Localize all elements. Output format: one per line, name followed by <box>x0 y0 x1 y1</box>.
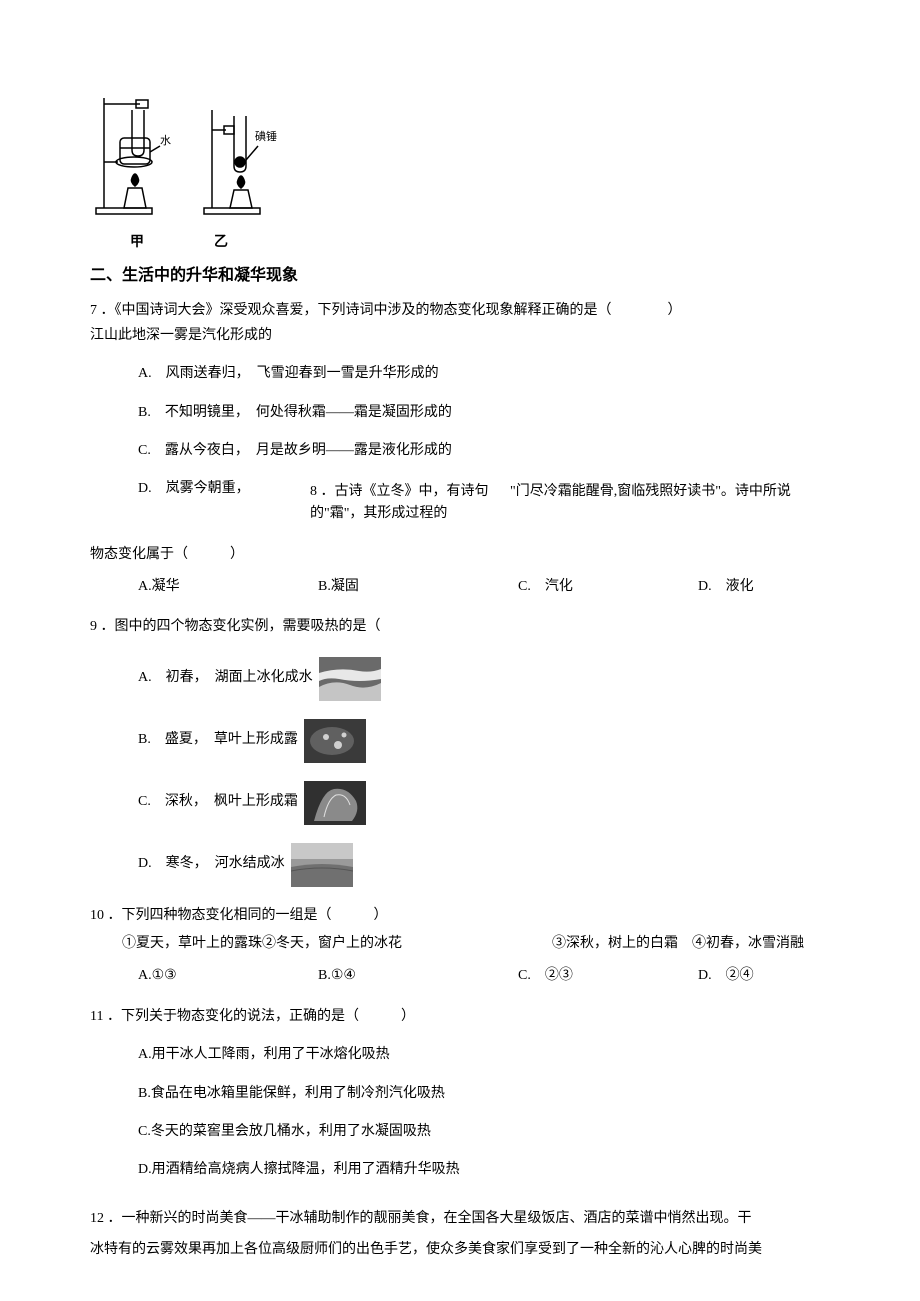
q7-stem-2: 江山此地深一雾是汽化形成的 <box>90 325 830 347</box>
q11-option-a: A.用干冰人工降雨，利用了干冰熔化吸热 <box>138 1044 830 1066</box>
iodine-label: 碘锤 <box>255 129 277 143</box>
thumb-frost <box>304 781 366 825</box>
question-8-interleave: D. 岚雾今朝重， 8 ．古诗《立冬》中，有诗句 "门尽冷霜能醒骨,窗临残照好读… <box>90 478 830 525</box>
q11-option-d: D.用酒精给高烧病人擦拭降温，利用了酒精升华吸热 <box>138 1159 830 1181</box>
q7-option-c: C. 露从今夜白， 月是故乡明——露是液化形成的 <box>138 440 830 462</box>
q8-option-a: A.凝华 <box>138 576 318 598</box>
q10-item-1-2: ①夏天，草叶上的露珠②冬天，窗户上的冰花 <box>122 933 402 955</box>
question-9: 9 ．图中的四个物态变化实例，需要吸热的是（ A. 初春， 湖面上冰化成水 B.… <box>90 616 830 886</box>
question-8: 物态变化属于（ ） A.凝华 B.凝固 C. 汽化 D. 液化 <box>90 544 830 599</box>
thumb-river-ice <box>291 843 353 887</box>
question-10: 10 ．下列四种物态变化相同的一组是（ ） ①夏天，草叶上的露珠②冬天，窗户上的… <box>90 905 830 988</box>
figure-label-left: 甲 <box>130 232 144 254</box>
section-heading: 二、生活中的升华和凝华现象 <box>90 263 830 289</box>
q9-option-a-text: A. 初春， 湖面上冰化成水 <box>138 667 313 689</box>
q8-optsline: 物态变化属于（ ） <box>90 544 830 566</box>
q8-stem-a: 8 ．古诗《立冬》中，有诗句 <box>310 481 510 503</box>
q10-option-a: A.①③ <box>138 965 318 987</box>
thumb-ice-melting <box>319 657 381 701</box>
q9-option-c-text: C. 深秋， 枫叶上形成霜 <box>138 791 298 813</box>
question-11: 11 ．下列关于物态变化的说法，正确的是（ ） A.用干冰人工降雨，利用了干冰熔… <box>90 1006 830 1182</box>
q9-option-b: B. 盛夏， 草叶上形成露 <box>138 719 830 763</box>
q10-option-c: C. ②③ <box>518 965 698 987</box>
q10-option-b: B.①④ <box>318 965 518 987</box>
q7-stem-1: 7 ．《中国诗词大会》深受观众喜爱，下列诗词中涉及的物态变化现象解释正确的是（ … <box>90 300 830 322</box>
water-label: 水 <box>160 134 171 147</box>
question-7: 7 ．《中国诗词大会》深受观众喜爱，下列诗词中涉及的物态变化现象解释正确的是（ … <box>90 300 830 525</box>
q10-item-4: ④初春，冰雪消融 <box>692 933 804 955</box>
q10-item-3: ③深秋，树上的白霜 <box>552 933 692 955</box>
q8-option-b: B.凝固 <box>318 576 518 598</box>
q12-line-1: 12 ．一种新兴的时尚美食——干冰辅助制作的靓丽美食，在全国各大星级饭店、酒店的… <box>90 1204 830 1235</box>
q9-option-c: C. 深秋， 枫叶上形成霜 <box>138 781 830 825</box>
q9-option-d-text: D. 寒冬， 河水结成冰 <box>138 853 285 875</box>
apparatus-diagram: 水 碘锤 <box>90 90 285 220</box>
thumb-dew <box>304 719 366 763</box>
q9-option-d: D. 寒冬， 河水结成冰 <box>138 843 830 887</box>
q12-line-2: 冰特有的云雾效果再加上各位高级厨师们的出色手艺，使众多美食家们享受到了一种全新的… <box>90 1235 830 1266</box>
q9-stem: 9 ．图中的四个物态变化实例，需要吸热的是（ <box>90 616 830 638</box>
q9-option-a: A. 初春， 湖面上冰化成水 <box>138 657 830 701</box>
q11-stem: 11 ．下列关于物态变化的说法，正确的是（ ） <box>90 1006 830 1028</box>
q9-option-b-text: B. 盛夏， 草叶上形成露 <box>138 729 298 751</box>
q8-stem-c: 的"霜"，其形成过程的 <box>310 503 830 525</box>
question-12: 12 ．一种新兴的时尚美食——干冰辅助制作的靓丽美食，在全国各大星级饭店、酒店的… <box>90 1204 830 1266</box>
q10-stem: 10 ．下列四种物态变化相同的一组是（ ） <box>90 905 830 927</box>
q11-option-b: B.食品在电冰箱里能保鲜，利用了制冷剂汽化吸热 <box>138 1083 830 1105</box>
q8-option-d: D. 液化 <box>698 576 838 598</box>
q7-option-a: A. 风雨送春归， 飞雪迎春到一雪是升华形成的 <box>138 363 830 385</box>
figure-label-right: 乙 <box>214 232 228 254</box>
q8-stem-b: "门尽冷霜能醒骨,窗临残照好读书"。诗中所说 <box>510 481 791 503</box>
q11-option-c: C.冬天的菜窖里会放几桶水，利用了水凝固吸热 <box>138 1121 830 1143</box>
q10-option-d: D. ②④ <box>698 965 838 987</box>
experiment-figure: 水 碘锤 甲 乙 <box>90 90 830 255</box>
q7-option-b: B. 不知明镜里， 何处得秋霜——霜是凝固形成的 <box>138 402 830 424</box>
q8-option-c: C. 汽化 <box>518 576 698 598</box>
